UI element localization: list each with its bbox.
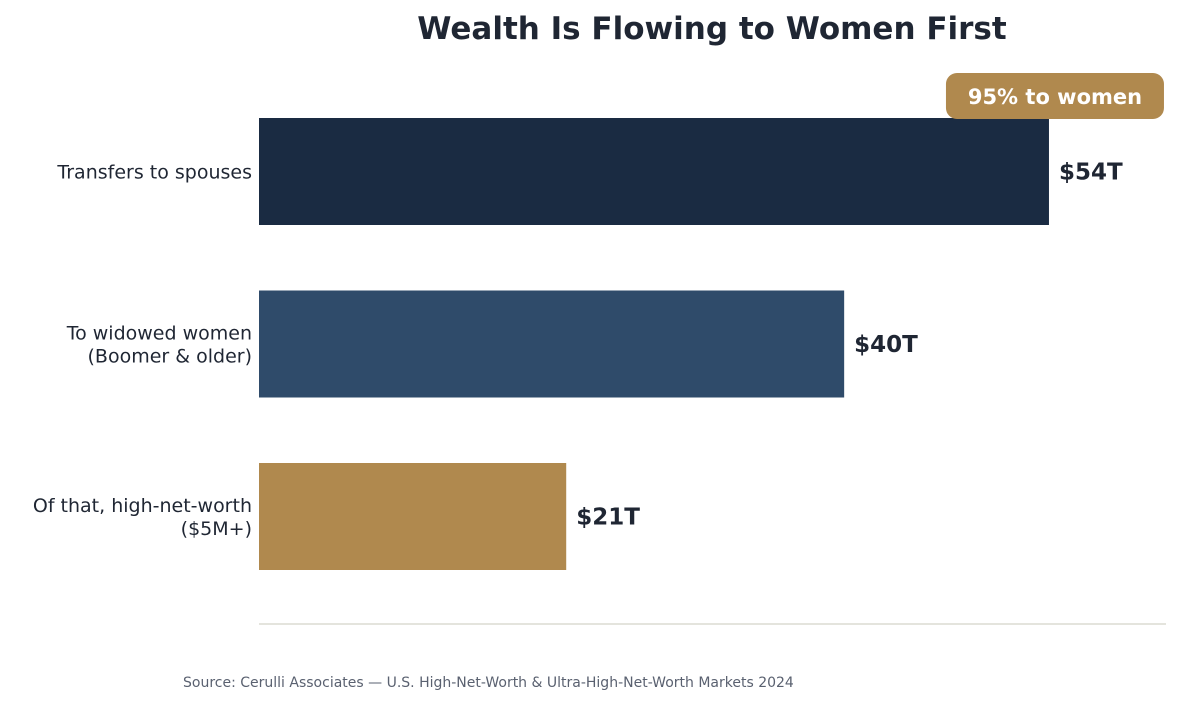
annotation-badge-bg [945,73,1164,119]
bar-2 [259,290,845,398]
category-label-3: Of that, high-net-worth ($5M+) [33,495,252,540]
annotation-badge: 95% to women [945,73,1164,119]
value-label-1: $54T [1059,160,1123,186]
category-label-1: Transfers to spouses [56,162,252,184]
chart-title: Wealth Is Flowing to Women First [417,11,1007,47]
source-note: Source: Cerulli Associates — U.S. High-N… [183,675,794,691]
category-label-2: To widowed women (Boomer & older) [66,323,252,368]
bar-3 [259,463,567,570]
bars-layer: Transfers to spouses $54T To widowed women… [33,118,1123,570]
bar-1 [259,118,1049,225]
value-label-2: $40T [854,332,918,358]
annotation-text: 95% to women [968,85,1142,109]
annotation-layer: 95% to women [945,73,1164,119]
value-label-3: $21T [576,505,640,531]
